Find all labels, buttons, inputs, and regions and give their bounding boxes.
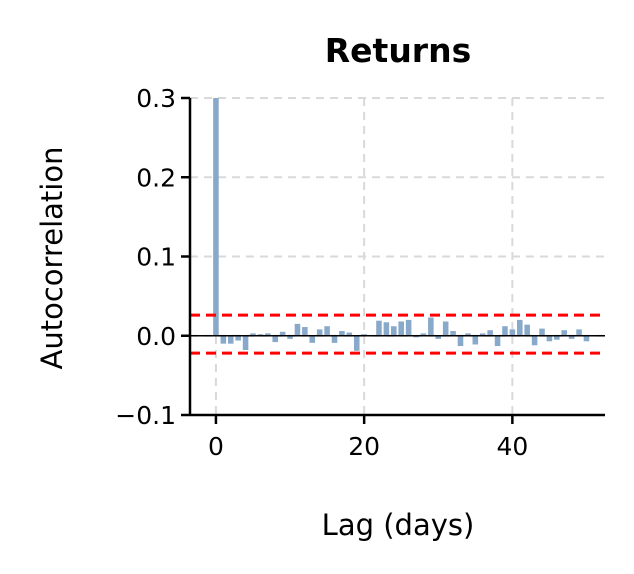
reference-lines <box>190 313 605 355</box>
y-tick-label: 0.1 <box>136 243 176 272</box>
acf-bar <box>554 335 560 340</box>
acf-bar <box>531 335 538 346</box>
bar-series <box>213 98 590 351</box>
grid-lines <box>190 97 605 416</box>
acf-bar <box>428 317 434 336</box>
acf-bar <box>442 321 449 336</box>
acf-bar <box>413 335 419 338</box>
x-tick-label: 0 <box>208 432 224 461</box>
acf-bar <box>279 331 286 336</box>
acf-bar <box>450 330 456 336</box>
x-axis-label: Lag (days) <box>322 508 475 542</box>
acf-bar <box>227 335 234 344</box>
x-tick-label: 40 <box>496 432 528 461</box>
acf-bar <box>516 319 523 336</box>
acf-bar <box>302 327 308 336</box>
y-tick-label: 0.0 <box>136 322 176 351</box>
acf-bar <box>235 335 241 341</box>
acf-bar <box>479 333 486 336</box>
acf-bar <box>509 329 516 336</box>
acf-bar <box>539 328 545 336</box>
ticks: 0 20 40 −0.1 0.0 0.1 0.2 0.3 <box>115 84 528 461</box>
acf-bar <box>487 330 493 336</box>
acf-bar <box>265 333 271 336</box>
acf-bar <box>287 335 293 339</box>
acf-bar <box>391 326 397 336</box>
acf-bar <box>272 335 279 343</box>
acf-bar <box>546 335 553 342</box>
x-tick-label: 20 <box>348 432 380 461</box>
acf-bar <box>213 98 219 336</box>
acf-bar <box>405 319 412 336</box>
acf-bar <box>324 326 330 336</box>
y-tick-label: −0.1 <box>115 401 176 430</box>
acf-bar <box>339 330 345 336</box>
acf-bar <box>561 330 568 336</box>
y-tick-label: 0.3 <box>136 84 176 113</box>
acf-bar <box>309 335 316 343</box>
acf-bar <box>346 332 353 336</box>
acf-bar <box>398 321 404 336</box>
acf-bar <box>361 334 367 336</box>
acf-bar <box>465 333 471 336</box>
y-tick-label: 0.2 <box>136 163 176 192</box>
acf-bar <box>502 326 508 336</box>
acf-bar <box>331 335 338 343</box>
acf-bar <box>524 324 530 336</box>
acf-bar <box>242 335 249 351</box>
acf-bar <box>568 335 575 339</box>
acf-bar <box>435 335 442 339</box>
acf-bar <box>257 334 264 336</box>
chart-title: Returns <box>325 31 471 70</box>
acf-bar <box>250 333 256 336</box>
acf-bar <box>383 322 390 336</box>
acf-bar <box>294 323 301 336</box>
acf-bar <box>220 335 227 344</box>
acf-bar <box>457 335 464 347</box>
acf-bar <box>494 335 501 347</box>
acf-bar <box>316 329 323 336</box>
acf-bar <box>576 329 582 336</box>
acf-bar <box>420 333 427 336</box>
y-axis-label: Autocorrelation <box>35 147 69 370</box>
acf-bar <box>376 320 382 336</box>
acf-bar <box>472 335 479 345</box>
acf-bar <box>353 335 360 351</box>
acf-bar <box>583 335 590 342</box>
